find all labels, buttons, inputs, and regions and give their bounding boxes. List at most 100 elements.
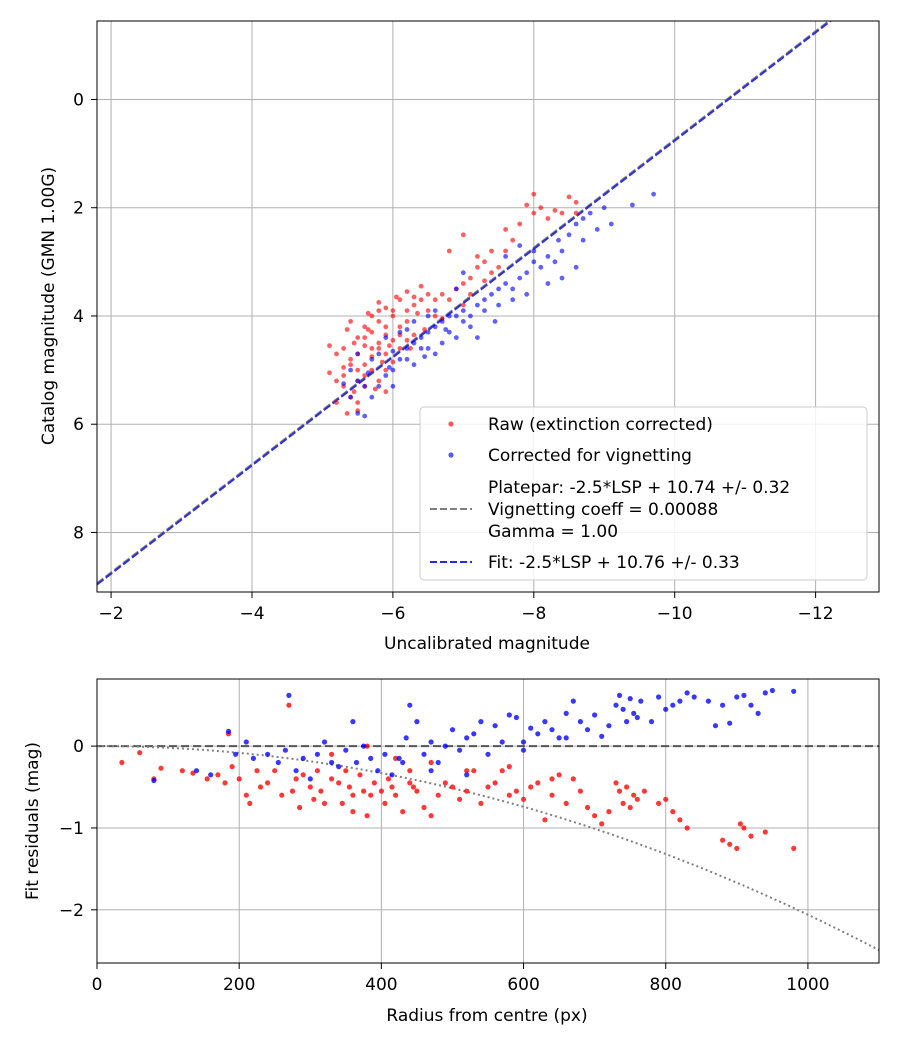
data-point-raw [387,343,392,349]
data-point-corrected [475,335,480,340]
data-point-corrected [404,356,410,362]
data-point-corrected [382,751,388,757]
data-point-corrected [485,751,491,757]
data-point-corrected [343,747,349,753]
data-point-corrected [432,308,438,313]
data-point-corrected [552,259,558,265]
series-raw [119,702,797,852]
x-tick-label: −4 [239,604,264,624]
data-point-corrected [275,759,281,766]
data-point-raw [542,817,548,823]
data-point-raw [599,821,605,827]
data-point-corrected [422,354,427,359]
data-point-corrected [376,383,382,389]
data-point-corrected [566,232,572,238]
data-point-corrected [407,702,413,708]
data-point-corrected [428,768,434,774]
data-point-corrected [616,692,623,699]
legend-label-raw: Raw (extinction corrected) [488,415,713,435]
data-point-raw [341,346,346,351]
data-point-raw [524,202,530,208]
data-point-raw [616,788,623,794]
data-point-corrected [471,731,477,737]
data-point-corrected [365,370,371,376]
data-point-raw [348,356,353,362]
bottom-plot-area [97,679,879,963]
data-point-corrected [712,723,719,729]
data-point-corrected [570,698,576,704]
data-point-raw [158,765,164,771]
data-point-raw [528,784,534,790]
data-point-corrected [727,720,733,726]
data-point-raw [300,772,306,778]
data-point-corrected [329,759,335,766]
data-point-corrected [531,248,537,254]
data-point-raw [293,776,299,782]
x-tick-label: 400 [365,975,397,995]
data-point-corrected [383,335,389,340]
data-point-raw [355,335,361,340]
data-point-raw [485,784,491,790]
data-point-corrected [559,275,565,281]
data-point-raw [482,259,487,265]
data-point-raw [376,378,382,384]
data-point-raw [257,784,264,790]
data-point-corrected [369,356,375,362]
data-point-corrected [573,264,579,270]
data-point-raw [362,324,368,330]
data-point-corrected [587,210,593,216]
data-point-corrected [663,706,669,712]
data-point-raw [385,776,392,782]
data-point-corrected [517,243,523,249]
data-point-corrected [464,772,470,778]
data-point-corrected [482,308,487,313]
data-point-corrected [503,254,508,259]
data-point-raw [314,768,320,774]
data-point-raw [344,327,350,332]
data-point-raw [415,310,420,316]
data-point-raw [563,800,569,807]
data-point-corrected [428,739,434,745]
data-point-corrected [506,712,512,718]
data-point-raw [492,780,498,786]
bottom-x-axis-label: Radius from centre (px) [386,1006,587,1026]
data-point-raw [421,804,427,811]
data-point-raw [204,776,210,782]
data-point-raw [334,351,339,357]
data-point-raw [425,291,431,297]
data-point-corrected [460,308,466,313]
data-point-raw [506,792,512,798]
data-point-raw [566,194,572,200]
data-point-raw [365,327,371,332]
top-scatter-points [327,191,656,419]
data-point-corrected [151,777,157,784]
data-point-corrected [748,702,754,708]
data-point-corrected [387,365,392,370]
data-point-raw [357,772,363,778]
data-point-raw [404,319,410,324]
data-point-corrected [411,362,417,368]
data-point-raw [684,825,690,831]
data-point-raw [362,373,368,378]
data-point-corrected [670,702,676,708]
data-point-corrected [606,723,612,729]
data-point-corrected [341,381,346,386]
data-point-raw [404,289,410,294]
data-point-corrected [361,743,367,749]
data-point-corrected [492,723,498,729]
data-point-raw [362,362,368,368]
data-point-corrected [225,728,232,735]
data-point-corrected [720,702,726,708]
data-point-raw [404,337,410,343]
x-tick-label: −2 [99,604,124,624]
data-point-raw [329,776,335,782]
data-point-corrected [545,281,551,286]
data-point-raw [297,804,303,811]
top-ticks: −2 −4 −6 −8 −10 −12 0 2 4 6 8 [73,90,833,624]
data-point-corrected [549,727,555,733]
series-raw [327,191,579,416]
data-point-raw [346,784,352,790]
data-point-corrected [425,346,431,351]
data-point-raw [407,768,413,774]
data-point-raw [720,837,726,843]
